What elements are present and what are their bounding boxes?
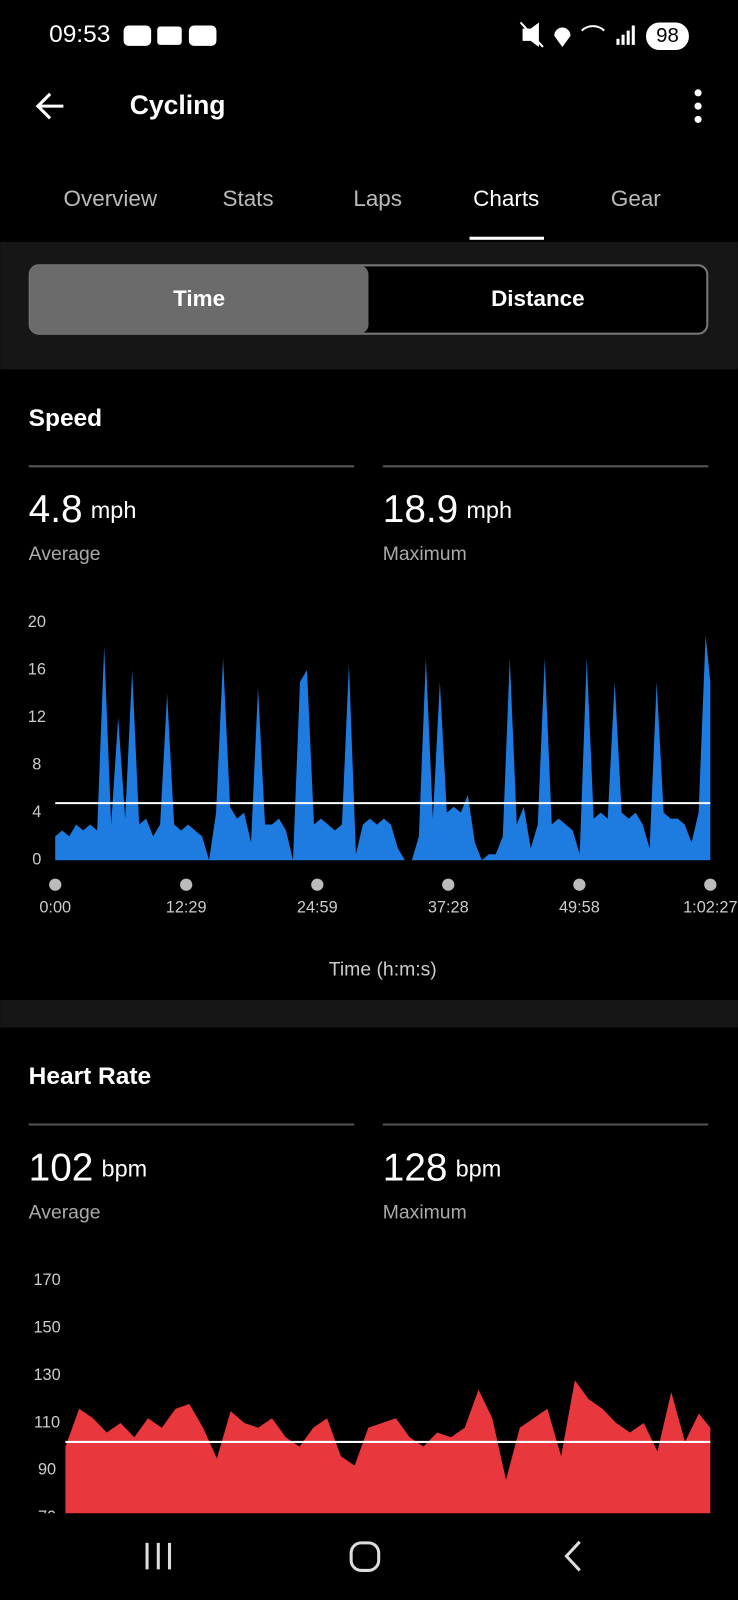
y-tick-label: 4 (32, 803, 41, 821)
tab[interactable]: Gear (611, 186, 661, 211)
stat: 102 bpm (29, 1147, 147, 1190)
more-menu[interactable] (694, 89, 702, 123)
y-tick-label: 20 (28, 613, 46, 631)
stat-label: Maximum (383, 1201, 467, 1223)
stat-value: 128 (383, 1147, 448, 1190)
tab[interactable]: Stats (223, 186, 274, 211)
tab[interactable]: Charts (473, 186, 539, 211)
stat-label: Average (29, 543, 101, 565)
toggle-option[interactable]: Distance (491, 286, 585, 311)
header-title: Cycling (130, 90, 226, 120)
battery-level: 98 (656, 25, 679, 47)
x-tick-label: 37:28 (428, 898, 469, 916)
y-tick-label: 130 (33, 1366, 60, 1384)
toggle-option[interactable]: Time (173, 286, 225, 311)
x-tick (573, 878, 586, 891)
stat: 18.9 mph (383, 488, 512, 531)
stat-label: Maximum (383, 543, 467, 565)
y-tick-label: 8 (32, 755, 41, 773)
y-tick-label: 12 (28, 708, 46, 726)
x-axis-label: Time (h:m:s) (329, 959, 437, 981)
x-tick-label: 49:58 (559, 898, 600, 916)
stat-unit: mph (91, 497, 137, 523)
tab[interactable]: Overview (64, 186, 158, 211)
section-title: Speed (29, 405, 102, 432)
tab[interactable]: Laps (353, 186, 402, 211)
y-tick-label: 0 (32, 851, 41, 869)
x-tick-label: 1:02:27 (683, 898, 737, 916)
stat-value: 4.8 (29, 488, 83, 531)
x-tick-label: 24:59 (297, 898, 338, 916)
stat-value: 18.9 (383, 488, 458, 531)
stat: 128 bpm (383, 1147, 501, 1190)
content: Overview Stats Laps Charts Gear Time Distance S… (28, 186, 738, 1526)
y-tick-label: 16 (28, 660, 46, 678)
x-tick (49, 878, 62, 891)
section-title: Heart Rate (29, 1063, 151, 1090)
battery (646, 22, 689, 50)
x-tick (311, 878, 324, 891)
section-separator (0, 1000, 738, 1028)
stat: 4.8 mph (29, 488, 137, 531)
y-tick-label: 170 (33, 1271, 60, 1289)
stat-unit: bpm (456, 1156, 502, 1182)
x-tick (442, 878, 455, 891)
y-tick-label: 110 (34, 1413, 60, 1431)
nav-bar (0, 1513, 738, 1600)
stat-unit: mph (466, 497, 512, 523)
stat-unit: bpm (102, 1156, 148, 1182)
toggle-selected (29, 265, 369, 334)
status-time: 09:53 (49, 21, 110, 48)
back-button[interactable] (35, 92, 64, 120)
area (65, 1380, 711, 1518)
x-tick (704, 878, 717, 891)
nav-back-button[interactable] (564, 1540, 581, 1572)
home-button[interactable] (349, 1541, 381, 1572)
x-tick-label: 0:00 (39, 898, 71, 916)
x-tick (180, 878, 193, 891)
stat-value: 102 (29, 1147, 94, 1190)
status-icons (123, 21, 635, 48)
y-tick-label: 90 (38, 1461, 56, 1479)
x-tick-label: 12:29 (166, 898, 207, 916)
stat-label: Average (29, 1201, 101, 1223)
y-tick-label: 150 (33, 1318, 60, 1336)
tab-indicator (469, 236, 544, 240)
recents-button[interactable] (145, 1542, 172, 1570)
